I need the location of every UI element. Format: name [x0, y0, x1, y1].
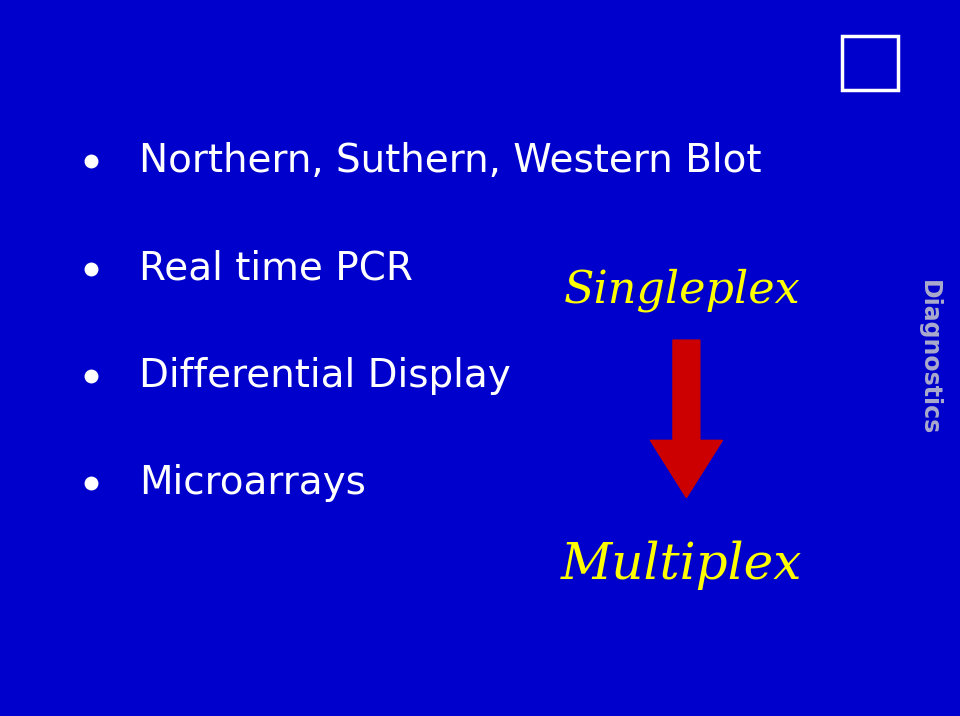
Text: Singleplex: Singleplex — [564, 268, 800, 311]
FancyArrow shape — [651, 340, 722, 498]
Text: Diagnostics: Diagnostics — [917, 281, 941, 435]
Text: Real time PCR: Real time PCR — [139, 249, 413, 288]
Text: Microarrays: Microarrays — [139, 464, 366, 503]
Bar — [842, 36, 898, 90]
Text: Differential Display: Differential Display — [139, 357, 511, 395]
Text: Northern, Suthern, Western Blot: Northern, Suthern, Western Blot — [139, 142, 761, 180]
Text: Multiplex: Multiplex — [561, 541, 803, 591]
